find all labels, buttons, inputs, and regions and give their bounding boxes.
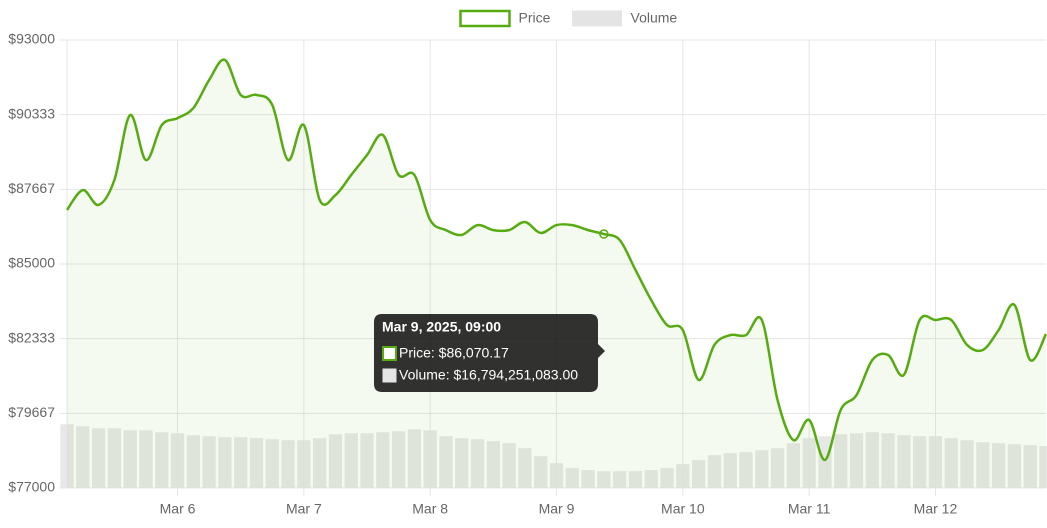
volume-bar	[107, 428, 122, 488]
volume-bar	[897, 435, 911, 488]
y-tick-label: $77000	[8, 479, 55, 495]
volume-bar	[913, 436, 927, 488]
price-line	[65, 58, 1047, 462]
volume-bar	[60, 424, 74, 488]
volume-bar	[818, 436, 832, 488]
volume-bar	[597, 471, 611, 488]
volume-bar	[470, 439, 485, 488]
legend-label[interactable]: Volume	[631, 10, 678, 26]
y-tick-label: $87667	[8, 180, 55, 196]
volume-bar	[407, 429, 422, 488]
volume-bar	[186, 435, 200, 488]
volume-bar	[881, 433, 895, 488]
y-tick-label: $79667	[8, 404, 55, 420]
volume-bar	[581, 470, 595, 488]
volume-bar	[234, 437, 248, 488]
tooltip: Mar 9, 2025, 09:00 Price: $86,070.17 Vol…	[374, 314, 605, 392]
volume-bar	[518, 448, 532, 488]
volume-bar	[644, 470, 658, 488]
x-tick-label: Mar 9	[539, 501, 575, 517]
volume-bar	[613, 471, 627, 488]
volume-bar	[960, 440, 974, 488]
volume-bar	[976, 442, 990, 488]
volume-bar	[786, 443, 800, 488]
volume-bar	[344, 433, 358, 488]
x-tick-label: Mar 12	[914, 501, 958, 517]
volume-bar	[218, 437, 232, 488]
volume-bar	[739, 452, 753, 488]
volume-bar	[628, 471, 643, 488]
tooltip-title: Mar 9, 2025, 09:00	[382, 319, 501, 335]
axes: $77000 $79667 $82333 $85000 $87667 $90333 $930…	[8, 31, 957, 517]
tooltip-swatch	[382, 346, 397, 361]
tooltip-line: Price: $86,070.17	[399, 345, 509, 361]
volume-bar	[928, 436, 943, 488]
y-tick-label: $82333	[8, 329, 55, 345]
volume-bar	[360, 433, 374, 488]
volume-bar	[1023, 445, 1037, 488]
x-tick-label: Mar 11	[788, 501, 831, 517]
volume-bar	[249, 438, 264, 488]
volume-bar	[423, 430, 437, 488]
volume-bar	[755, 450, 769, 488]
legend-swatch[interactable]	[572, 10, 622, 27]
volume-bar	[139, 430, 153, 488]
volume-bar	[297, 440, 311, 488]
x-tick-label: Mar 7	[286, 501, 322, 517]
x-tick-label: Mar 6	[160, 501, 196, 517]
volume-bar	[802, 438, 816, 488]
volume-bar	[691, 460, 706, 488]
volume-bar	[707, 455, 722, 488]
legend-label[interactable]: Price	[519, 10, 551, 26]
volume-bar	[834, 434, 848, 488]
volume-bar	[376, 432, 390, 488]
volume-bar	[565, 468, 579, 488]
volume-bar	[1039, 446, 1047, 488]
price-line	[65, 58, 1047, 489]
volume-bar	[991, 443, 1006, 488]
volume-bar	[123, 430, 137, 488]
volume-bar	[76, 426, 90, 488]
hover-point	[599, 229, 609, 239]
volume-bar	[313, 438, 327, 488]
legend-swatch[interactable]	[459, 9, 511, 28]
volume-bar	[455, 438, 469, 488]
volume-bar	[865, 432, 879, 488]
volume-bar	[549, 463, 564, 488]
volume-bar	[202, 436, 216, 488]
tooltip-swatch	[382, 368, 397, 383]
y-tick-label: $85000	[8, 255, 55, 271]
volume-bar	[723, 453, 737, 488]
volume-bar	[439, 436, 453, 488]
volume-bar	[770, 448, 785, 488]
volume-bars	[60, 424, 1047, 488]
volume-bar	[486, 441, 500, 488]
y-tick-label: $93000	[8, 31, 55, 47]
volume-bar	[281, 440, 295, 488]
volume-bar	[170, 433, 185, 488]
volume-bar	[91, 428, 106, 488]
volume-bar	[676, 464, 690, 488]
volume-bar	[534, 456, 548, 488]
volume-bar	[849, 433, 864, 488]
volume-bar	[502, 443, 516, 488]
legend[interactable]: Price Volume	[459, 9, 678, 28]
volume-bar	[660, 468, 674, 488]
tooltip-box	[374, 314, 605, 392]
tooltip-line: Volume: $16,794,251,083.00	[399, 367, 578, 383]
volume-bar	[328, 434, 343, 488]
volume-bar	[391, 431, 406, 488]
volume-bar	[944, 438, 958, 488]
volume-bar	[155, 432, 169, 488]
volume-bar	[1007, 444, 1022, 488]
x-tick-label: Mar 10	[661, 501, 705, 517]
y-tick-label: $90333	[8, 105, 55, 121]
x-tick-label: Mar 8	[412, 501, 448, 517]
volume-bar	[265, 439, 279, 488]
grid	[59, 39, 1046, 496]
